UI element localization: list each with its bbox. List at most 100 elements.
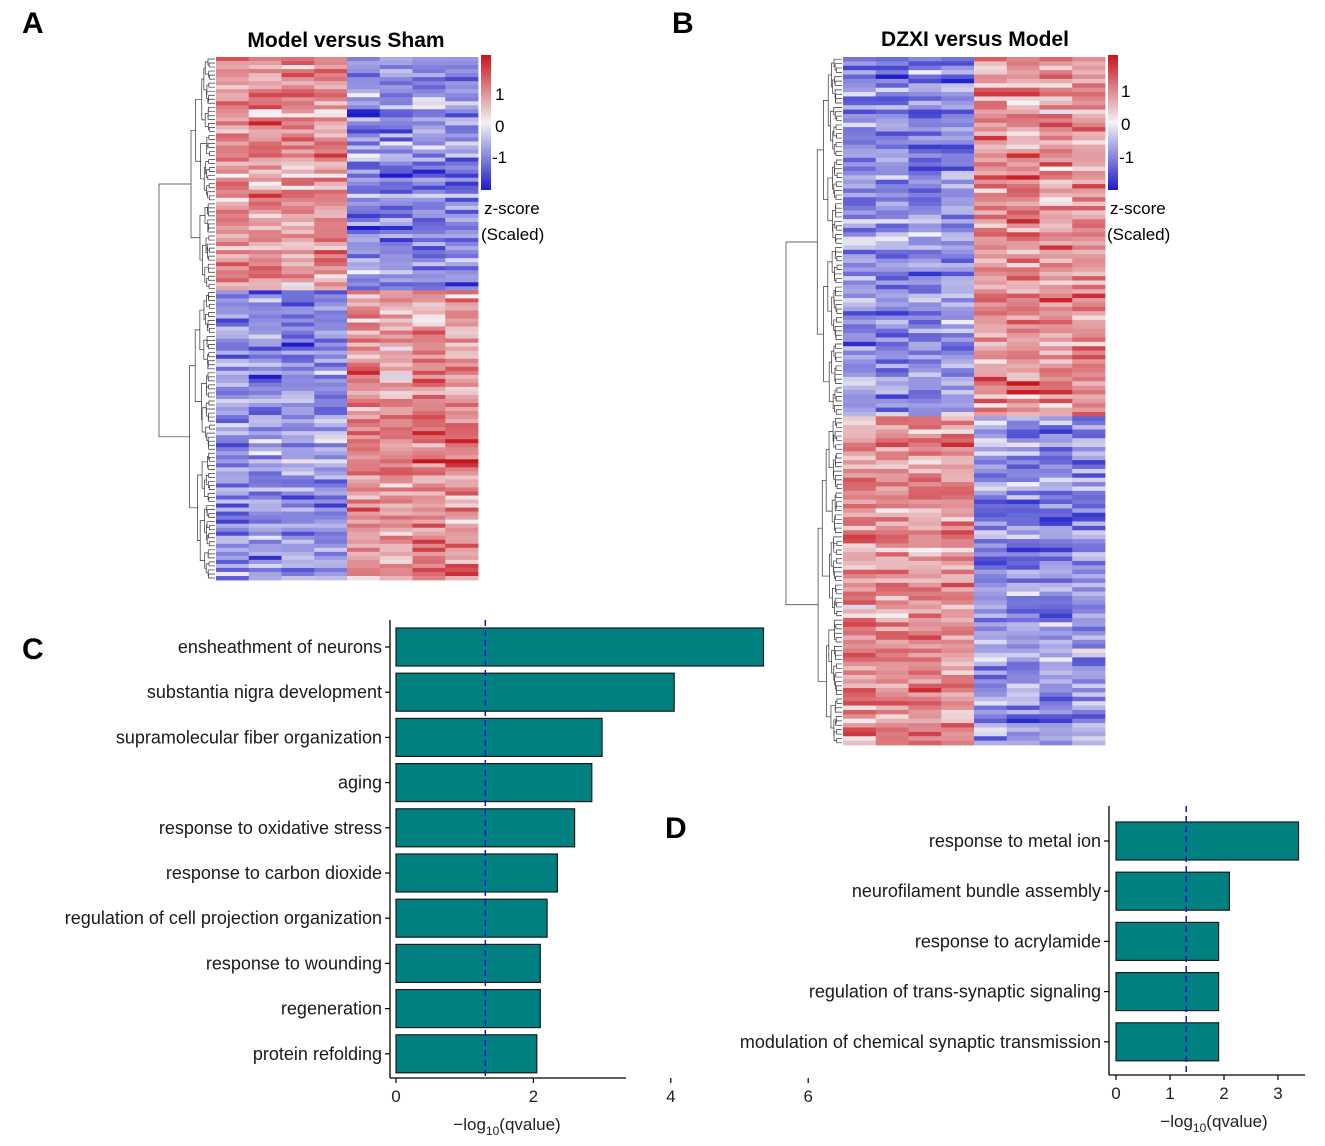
- heatmap-b-cell: [843, 512, 877, 518]
- heatmap-b-cell: [843, 267, 877, 273]
- heatmap-b-cell: [1072, 341, 1106, 347]
- dendrogram-branch: [834, 494, 837, 506]
- heatmap-a-cell: [412, 201, 446, 207]
- heatmap-b-cell: [843, 639, 877, 645]
- heatmap-a-cell: [216, 93, 250, 98]
- dendrogram-branch: [207, 553, 215, 559]
- heatmap-b-cell: [1006, 508, 1040, 514]
- heatmap-b-cell: [1039, 525, 1073, 531]
- heatmap-a-cell: [216, 125, 250, 130]
- heatmap-b-cell: [941, 140, 975, 146]
- bar-chart-c-category-label: regulation of cell projection organizati…: [65, 908, 382, 928]
- dendrogram-branch: [208, 211, 215, 217]
- heatmap-a-cell: [248, 543, 282, 549]
- heatmap-b-cell: [941, 530, 975, 536]
- dendrogram-branch: [823, 286, 830, 383]
- heatmap-a-cell: [216, 177, 250, 183]
- heatmap-b-cell: [941, 372, 975, 378]
- heatmap-a-cell: [281, 242, 315, 247]
- heatmap-b-cell: [974, 433, 1008, 439]
- heatmap-a-cell: [445, 366, 479, 372]
- heatmap-a-cell: [216, 278, 250, 283]
- heatmap-b-cell: [1072, 460, 1106, 465]
- heatmap-a-cell: [379, 483, 413, 488]
- heatmap-a-cell: [379, 463, 413, 468]
- heatmap-a-cell: [445, 242, 479, 247]
- heatmap-b-cell: [941, 293, 975, 299]
- heatmap-b-cell: [1006, 319, 1040, 325]
- heatmap-a-cell: [216, 262, 250, 267]
- heatmap-a-cell: [445, 113, 479, 118]
- heatmap-a-cell: [314, 366, 348, 372]
- heatmap-b-cell: [908, 451, 942, 457]
- heatmap-b-cell: [908, 350, 942, 356]
- heatmap-b-cell: [843, 390, 877, 395]
- heatmap-b-cell: [1072, 709, 1106, 715]
- heatmap-b-cell: [843, 328, 877, 334]
- heatmap-b-cell: [843, 57, 877, 62]
- dendrogram-branch: [835, 444, 842, 450]
- heatmap-a-cell: [314, 298, 348, 303]
- heatmap-b-cell: [941, 219, 975, 224]
- heatmap-b-cell: [941, 591, 975, 597]
- heatmap-b-cell: [974, 78, 1008, 84]
- heatmap-a-cell: [216, 427, 250, 432]
- heatmap-a-cell: [314, 407, 348, 412]
- heatmap-a-cell: [347, 229, 381, 235]
- heatmap-a-cell: [216, 310, 250, 315]
- heatmap-b-cell: [1006, 241, 1040, 246]
- heatmap-a-cell: [412, 302, 446, 307]
- heatmap-b-cell: [1039, 512, 1073, 518]
- heatmap-a-cell: [347, 217, 381, 223]
- heatmap-a-cell: [445, 419, 479, 424]
- heatmap-a-cell: [248, 93, 282, 98]
- heatmap-b-cell: [908, 455, 942, 461]
- heatmap-b-cell: [843, 679, 877, 685]
- heatmap-b-cell: [875, 731, 909, 737]
- heatmap-b-cell: [1006, 512, 1040, 518]
- heatmap-b-cell: [1072, 635, 1106, 641]
- heatmap-b-cell: [1039, 319, 1073, 325]
- heatmap-b-cell: [1072, 517, 1106, 522]
- heatmap-a-cell: [216, 415, 250, 420]
- heatmap-a-cell: [347, 435, 381, 440]
- heatmap-a-cell: [314, 447, 348, 452]
- heatmap-b-cell: [875, 258, 909, 264]
- heatmap-a-cell: [216, 109, 250, 114]
- heatmap-b-cell: [908, 346, 942, 351]
- heatmap-a-cell: [445, 209, 479, 215]
- heatmap-b-cell: [974, 144, 1008, 150]
- heatmap-a-cell: [314, 93, 348, 98]
- heatmap-b-cell: [941, 241, 975, 246]
- heatmap-a-cell: [281, 169, 315, 175]
- heatmap-b-cell: [908, 613, 942, 619]
- bar-chart-c-x-axis-title: −log10(qvalue): [453, 1115, 560, 1138]
- heatmap-a-cell: [412, 551, 446, 557]
- heatmap-a-cell: [347, 411, 381, 416]
- heatmap-b-cell: [1039, 289, 1073, 295]
- heatmap-b-cell: [1072, 271, 1106, 277]
- heatmap-b-cell: [1072, 451, 1106, 457]
- heatmap-b-cell: [908, 416, 942, 422]
- dendrogram-branch: [207, 549, 215, 557]
- heatmap-a-cell: [445, 246, 479, 251]
- heatmap-b-cell: [1039, 346, 1073, 351]
- heatmap-a-cell: [248, 435, 282, 440]
- heatmap-b-cell: [843, 709, 877, 715]
- heatmap-a-cell: [412, 519, 446, 525]
- heatmap-b-cell: [1072, 626, 1106, 632]
- heatmap-a-cell: [445, 475, 479, 480]
- heatmap-b-cell: [1006, 622, 1040, 628]
- heatmap-a-cell: [314, 551, 348, 557]
- heatmap-b-cell: [843, 718, 877, 724]
- heatmap-a-cell: [248, 575, 282, 581]
- heatmap-a-cell: [248, 539, 282, 545]
- bar-chart-d-bar: [1115, 821, 1300, 861]
- heatmap-a-cell: [445, 471, 479, 476]
- heatmap-a-cell: [314, 479, 348, 484]
- heatmap-b-cell: [1072, 258, 1106, 264]
- heatmap-a-cell: [314, 354, 348, 360]
- heatmap-a-cell: [216, 463, 250, 468]
- heatmap-b-cell: [843, 433, 877, 439]
